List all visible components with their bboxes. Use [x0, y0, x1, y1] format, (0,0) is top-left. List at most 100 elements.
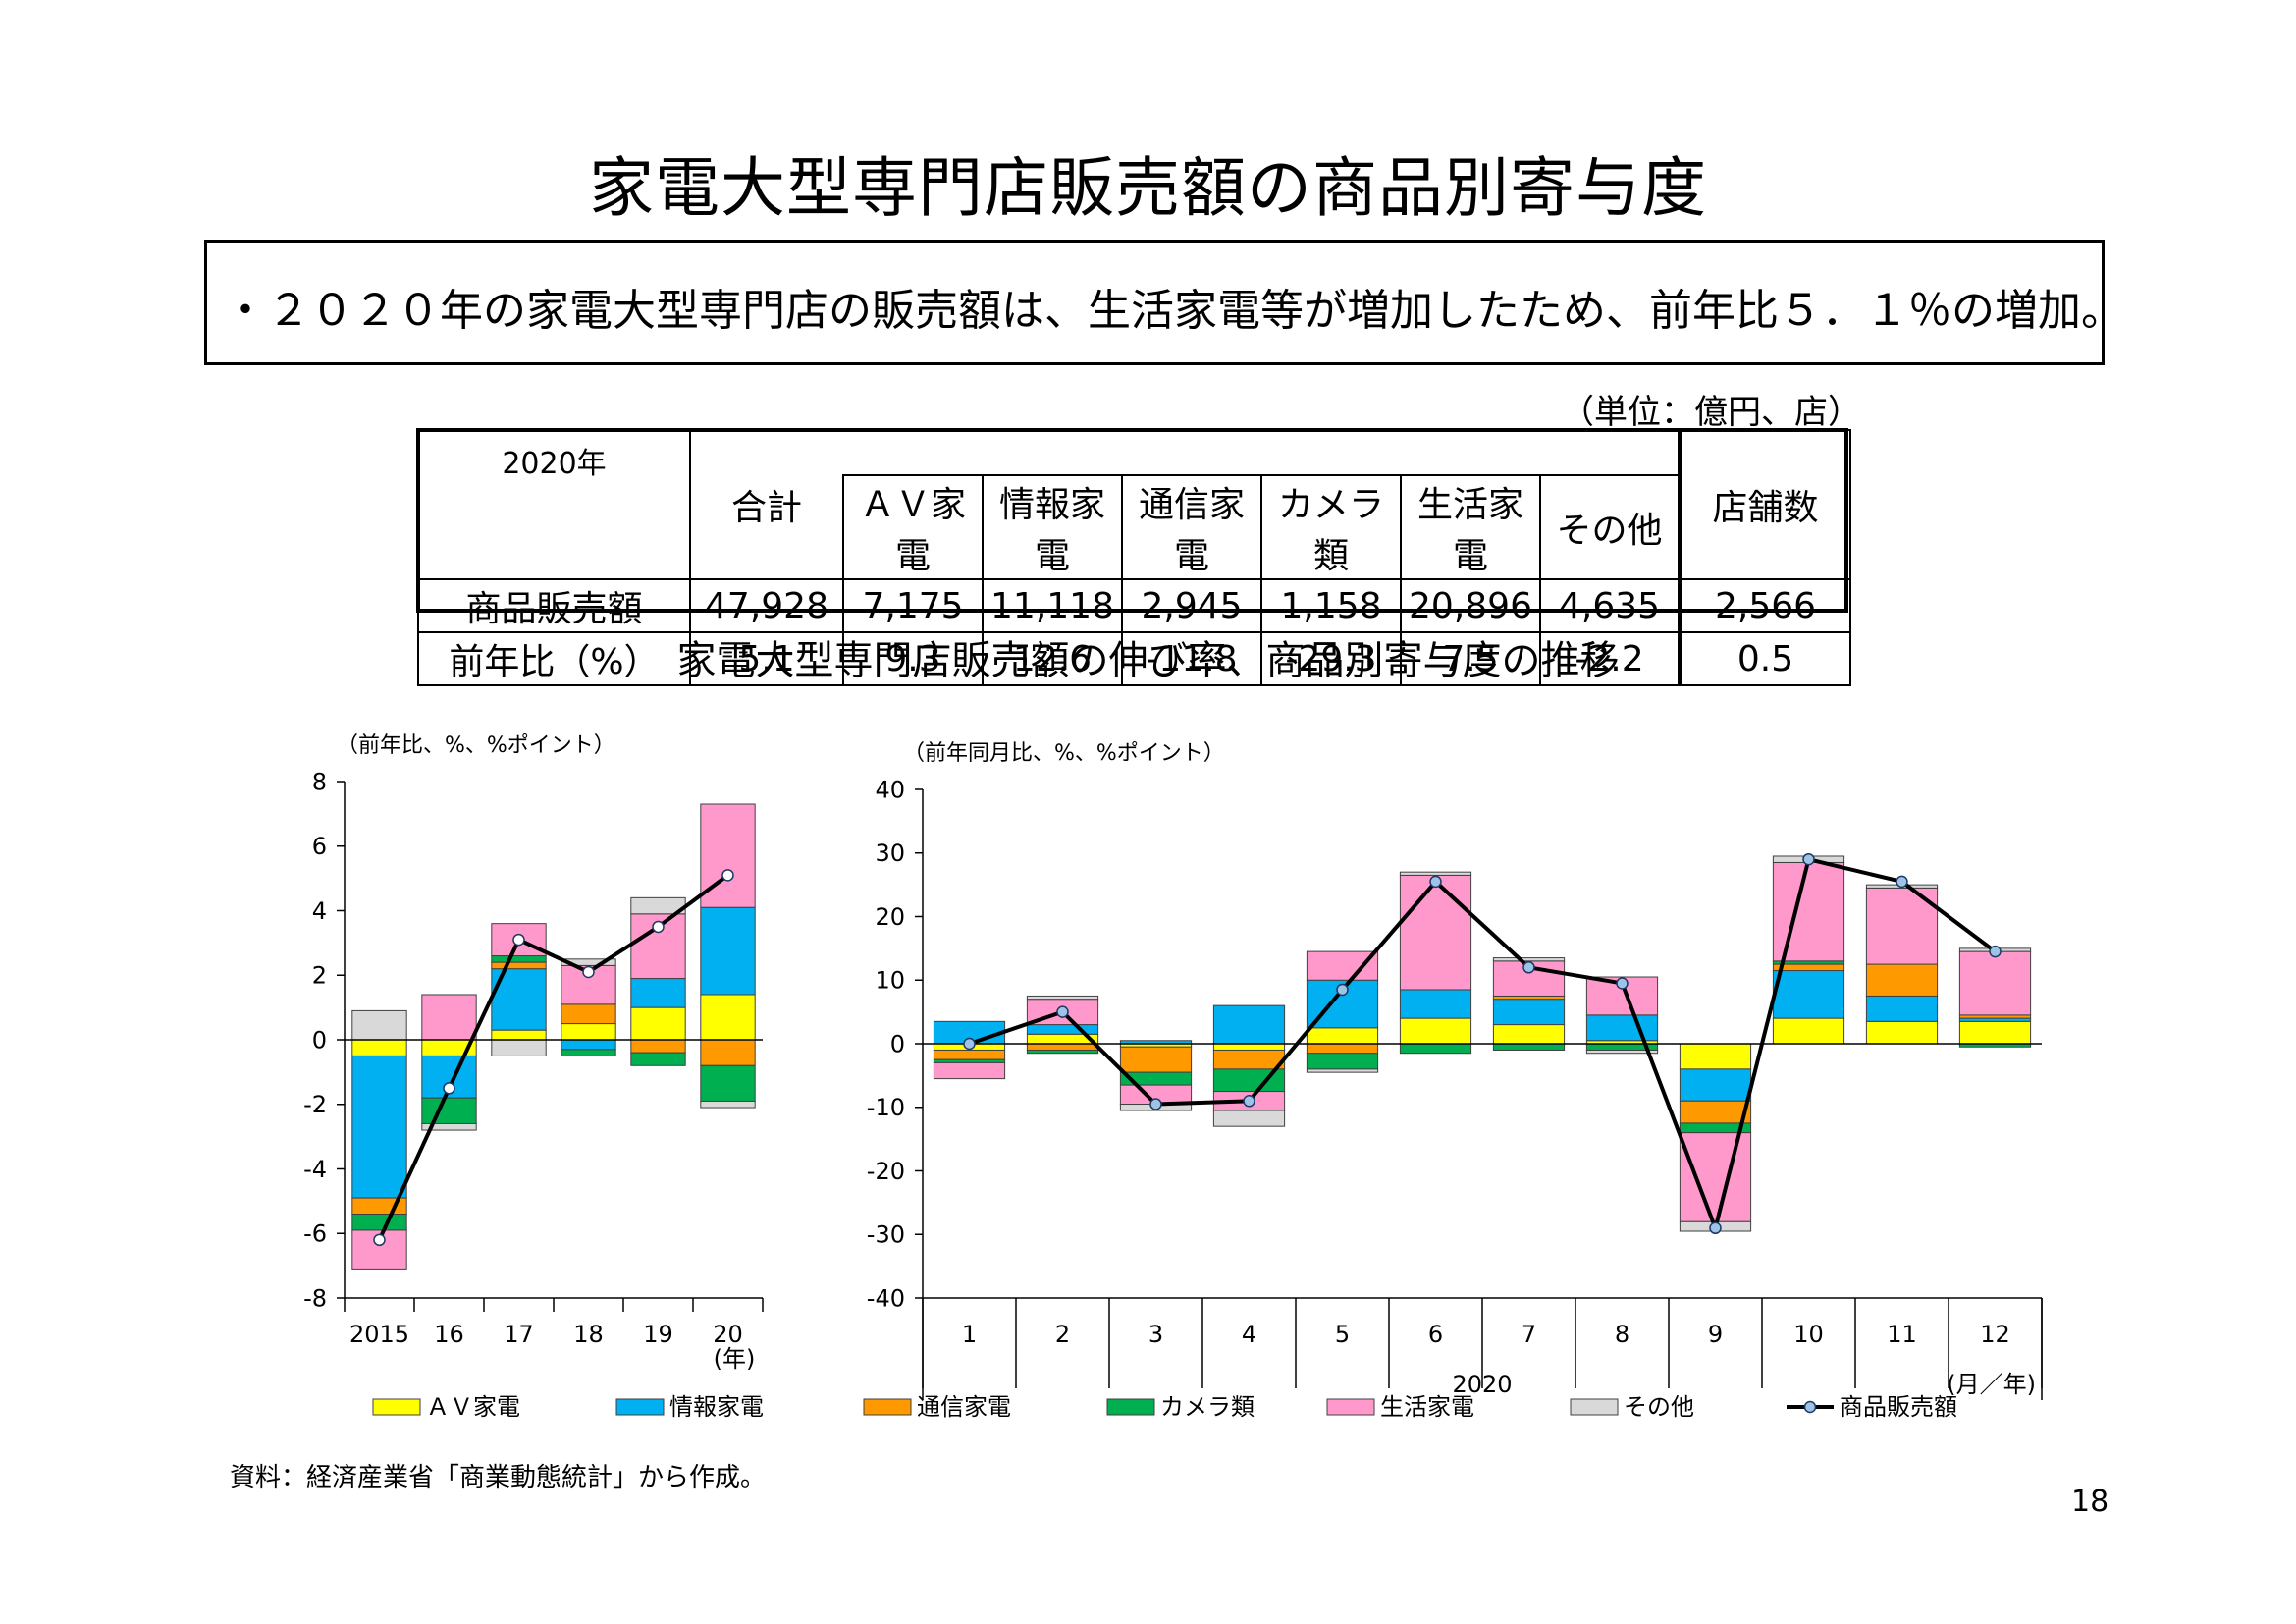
- table-cell: 1,158: [1260, 578, 1402, 633]
- bar-segment: [561, 1003, 616, 1025]
- x-tick-label: 4: [1242, 1321, 1256, 1348]
- bar-segment: [1679, 1043, 1752, 1070]
- unit-note: （単位：億円、店）: [1561, 393, 1861, 432]
- bar-segment: [1306, 1027, 1379, 1045]
- y-tick-label: -4: [303, 1156, 327, 1183]
- legend-label: ＡＶ家電: [426, 1393, 520, 1421]
- legend-label: カメラ類: [1160, 1393, 1255, 1421]
- bar-segment: [1772, 861, 1845, 962]
- bar-segment: [700, 906, 756, 996]
- x-tick-label: 3: [1148, 1321, 1163, 1348]
- bar-segment: [630, 1006, 686, 1041]
- bar-segment: [1865, 963, 1939, 997]
- bar-segment: [1306, 1053, 1379, 1070]
- bar-segment: [491, 955, 547, 963]
- sales-point: [721, 869, 734, 882]
- table-cell: 12.6: [982, 631, 1123, 686]
- bar-segment: [351, 1009, 407, 1041]
- sales-point: [652, 920, 665, 934]
- sales-point: [1522, 961, 1535, 974]
- x-tick-label: 18: [573, 1321, 604, 1348]
- bar-segment: [1772, 970, 1845, 1019]
- y-tick-label: -30: [867, 1221, 905, 1249]
- bar-segment: [1585, 1014, 1659, 1042]
- x-tick-label: 11: [1887, 1321, 1917, 1348]
- table-cell: 20,896: [1400, 578, 1541, 633]
- table-year-label: 2020年: [417, 429, 691, 580]
- table-cell: 9.3: [842, 631, 984, 686]
- table-cell: 4,635: [1539, 578, 1681, 633]
- table-stores-label: 店舗数: [1678, 429, 1851, 580]
- bar-segment: [1679, 1068, 1752, 1102]
- table-cell: 47,928: [689, 578, 844, 633]
- x-tick-label: 6: [1428, 1321, 1443, 1348]
- annual-chart: （前年比、%、%ポイント） -8 -6 -4 -2 0 2 4 6 8 2015 16 17 18 19 20…: [303, 733, 764, 1373]
- bar-segment: [1679, 1132, 1752, 1222]
- x-tick-label: 19: [643, 1321, 673, 1348]
- table-cell: -29.3: [1260, 631, 1402, 686]
- bar-segment: [1865, 995, 1939, 1022]
- legend-swatch: [1106, 1398, 1155, 1416]
- bar-segment: [1212, 1110, 1286, 1127]
- bar-segment: [1492, 957, 1566, 962]
- sales-point: [512, 933, 525, 947]
- bar-segment: [491, 1029, 547, 1041]
- y-tick-label: 8: [312, 768, 327, 795]
- bar-segment: [351, 1214, 407, 1231]
- legend-swatch: [1326, 1398, 1375, 1416]
- x-tick-label: 2: [1055, 1321, 1070, 1348]
- y-tick-label: 0: [312, 1026, 327, 1054]
- bar-segment: [933, 1061, 1006, 1080]
- legend-label: 商品販売額: [1840, 1393, 1957, 1421]
- x-tick-label: 5: [1335, 1321, 1350, 1348]
- bar-segment: [700, 803, 756, 908]
- bar-segment: [1679, 1100, 1752, 1124]
- table-header-other: その他: [1539, 474, 1681, 580]
- bar-segment: [933, 1049, 1006, 1060]
- bar-segment: [1212, 1049, 1286, 1070]
- sales-point: [1243, 1095, 1255, 1108]
- bar-segment: [700, 1064, 756, 1102]
- sales-line: [968, 857, 1997, 1230]
- bar-segment: [700, 1039, 756, 1066]
- y-axis-label: （前年比、%、%ポイント）: [337, 733, 615, 758]
- x-axis-unit: (月／年): [1947, 1371, 2036, 1398]
- sales-point: [1616, 977, 1629, 990]
- bar-segment: [1492, 999, 1566, 1026]
- bar-segment: [1958, 950, 2032, 1016]
- table-total-label: 合計: [689, 429, 843, 580]
- x-tick-label: 9: [1708, 1321, 1723, 1348]
- table-row-label: 前年比（%）: [417, 631, 691, 686]
- table-cell: -2.2: [1539, 631, 1681, 686]
- y-tick-label: -40: [867, 1284, 905, 1312]
- sales-point: [1896, 875, 1908, 889]
- sales-point: [582, 965, 595, 979]
- bar-segment: [351, 1039, 407, 1056]
- table-header-living: 生活家電: [1400, 474, 1541, 580]
- bar-segment: [1212, 1004, 1286, 1045]
- bar-segment: [1399, 1043, 1472, 1055]
- y-tick-label: -10: [867, 1094, 905, 1121]
- bar-segment: [491, 923, 547, 957]
- x-group-label: 2020: [1452, 1371, 1512, 1398]
- legend-label: その他: [1624, 1393, 1694, 1421]
- bar-segment: [421, 1122, 477, 1131]
- bar-segment: [1026, 1049, 1099, 1055]
- bar-segment: [1772, 1017, 1845, 1045]
- x-tick-label: 1: [962, 1321, 977, 1348]
- y-tick-label: 0: [890, 1030, 905, 1057]
- table-cell: 5.1: [689, 631, 844, 686]
- y-tick-label: 30: [875, 839, 905, 867]
- bar-segment: [1399, 1017, 1472, 1045]
- bar-segment: [1399, 871, 1472, 876]
- y-tick-label: 2: [312, 962, 327, 990]
- bar-segment: [1492, 1024, 1566, 1045]
- bar-segment: [561, 1049, 616, 1056]
- y-tick-label: -8: [303, 1284, 327, 1312]
- y-tick-label: 20: [875, 903, 905, 931]
- table-cell: -11.8: [1121, 631, 1262, 686]
- bar-segment: [421, 994, 477, 1041]
- bar-segment: [1026, 995, 1099, 1001]
